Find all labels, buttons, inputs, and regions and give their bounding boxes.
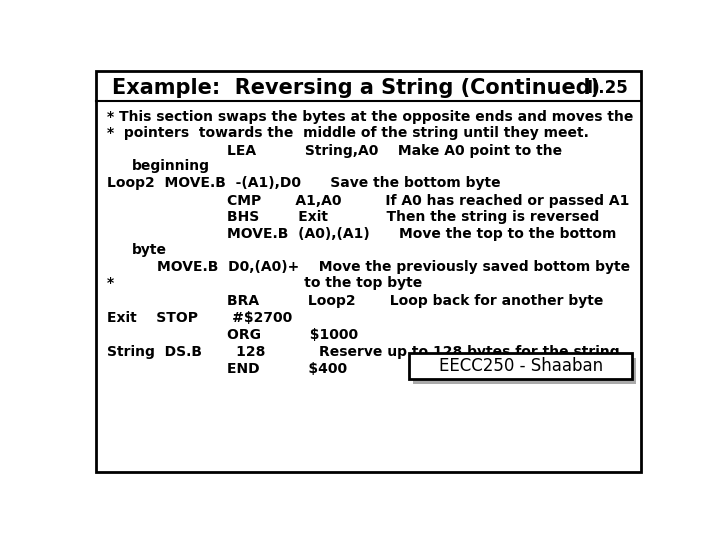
Text: EECC250 - Shaaban: EECC250 - Shaaban <box>438 357 603 375</box>
Bar <box>413 358 636 384</box>
Text: byte: byte <box>132 243 167 257</box>
Text: * This section swaps the bytes at the opposite ends and moves the: * This section swaps the bytes at the op… <box>107 110 633 124</box>
Text: Exit    STOP       #$2700: Exit STOP #$2700 <box>107 311 292 325</box>
Text: String  DS.B       128           Reserve up to 128 bytes for the string: String DS.B 128 Reserve up to 128 bytes … <box>107 345 619 359</box>
Bar <box>409 353 632 379</box>
Text: BRA          Loop2       Loop back for another byte: BRA Loop2 Loop back for another byte <box>227 294 603 308</box>
Text: beginning: beginning <box>132 159 210 173</box>
Text: ORG          $1000: ORG $1000 <box>227 328 358 342</box>
Text: *                                       to the top byte: * to the top byte <box>107 276 422 290</box>
Text: BHS        Exit            Then the string is reversed: BHS Exit Then the string is reversed <box>227 211 599 225</box>
Text: MOVE.B  (A0),(A1)      Move the top to the bottom: MOVE.B (A0),(A1) Move the top to the bot… <box>227 227 616 241</box>
Text: Example:  Reversing a String (Continued): Example: Reversing a String (Continued) <box>112 78 600 98</box>
Text: II.25: II.25 <box>587 79 629 97</box>
Text: Loop2  MOVE.B  -(A1),D0      Save the bottom byte: Loop2 MOVE.B -(A1),D0 Save the bottom by… <box>107 176 500 190</box>
Text: CMP       A1,A0         If A0 has reached or passed A1: CMP A1,A0 If A0 has reached or passed A1 <box>227 194 629 208</box>
Text: LEA          String,A0    Make A0 point to the: LEA String,A0 Make A0 point to the <box>227 144 562 158</box>
Text: *  pointers  towards the  middle of the string until they meet.: * pointers towards the middle of the str… <box>107 126 589 140</box>
Text: END          $400: END $400 <box>227 362 347 376</box>
Text: MOVE.B  D0,(A0)+    Move the previously saved bottom byte: MOVE.B D0,(A0)+ Move the previously save… <box>157 260 630 274</box>
